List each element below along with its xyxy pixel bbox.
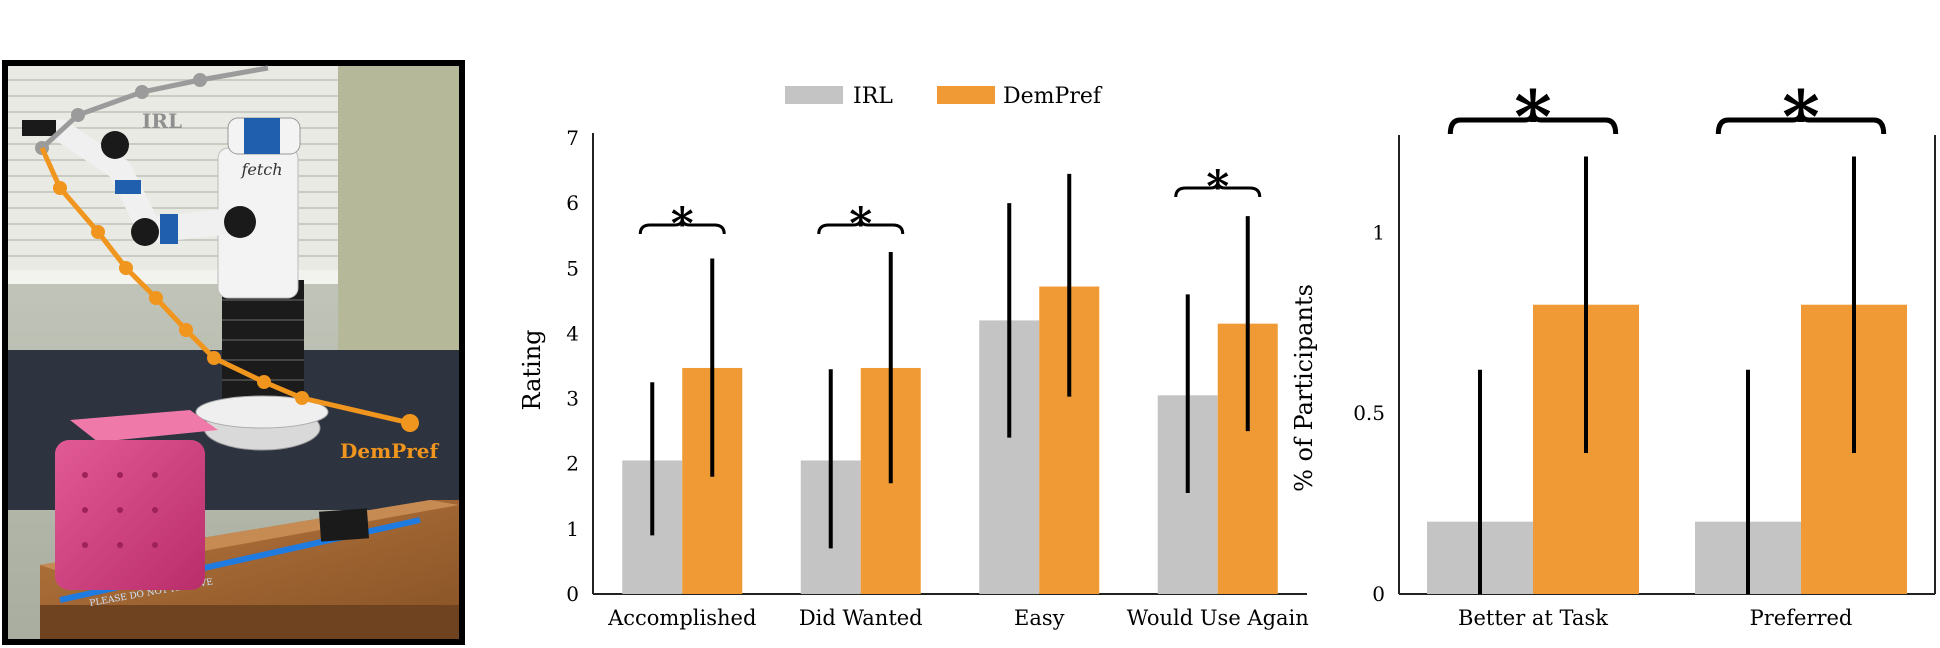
legend: IRL DemPref [785,84,1103,109]
x-tick-label: Accomplished [607,606,756,630]
y-tick-label: 0 [566,582,579,606]
y-tick-label: 0.5 [1353,401,1385,425]
x-tick-label: Would Use Again [1127,606,1309,630]
x-tick-label: Preferred [1750,606,1853,630]
significance-star: * [849,199,872,250]
chart1-significance: * * * [638,162,1262,250]
legend-swatch-irl [785,86,843,104]
x-tick-label: Easy [1014,606,1065,630]
significance-brace [817,218,905,235]
y-tick-label: 5 [566,256,579,280]
significance-brace [1715,110,1887,135]
y-tick-label: 0 [1372,582,1385,606]
rating-chart: Rating * * * 0 1 2 3 4 5 6 7 Accomplished Did Wante… [518,126,1309,630]
robot-logo: fetch [240,160,282,179]
significance-star: * [1514,74,1552,159]
significance-star: * [671,199,694,250]
legend-swatch-dempref [937,86,995,104]
chart1-tick-labels: 0 1 2 3 4 5 6 7 Accomplished Did Wanted Easy Would … [566,126,1309,630]
dempref-photo-label: DemPref [340,439,440,463]
significance-brace [1174,181,1262,198]
chart1-errorbars [650,173,1250,549]
significance-star: * [1782,74,1820,159]
x-tick-label: Better at Task [1458,606,1608,630]
chart2-bars [1427,304,1907,594]
robot: fetch [22,117,329,451]
dempref-trajectory: DemPref [39,146,440,463]
y-tick-label: 6 [566,191,579,215]
chart2-significance: * * [1447,74,1887,159]
pink-cube [55,410,218,590]
irl-photo-label: IRL [142,109,182,133]
y-tick-label: 1 [566,517,579,541]
chart1-bars [622,286,1278,594]
significance-brace [1447,110,1619,135]
chart1-ylabel: Rating [518,329,546,410]
x-tick-label: Did Wanted [799,606,923,630]
legend-label-irl: IRL [853,84,893,109]
chart2-errorbars [1478,156,1856,594]
y-tick-label: 4 [566,321,579,345]
chart2-tick-labels: 0 0.5 1 Better at Task Preferred [1353,220,1852,630]
y-tick-label: 7 [566,126,579,150]
irl-trajectory: IRL [35,65,269,155]
y-tick-label: 3 [566,387,579,411]
y-tick-label: 1 [1372,220,1385,244]
legend-label-dempref: DemPref [1003,84,1103,109]
robot-photo: fetch PLEASE DO NOT REMOVE [2,60,465,645]
significance-brace [638,218,726,235]
y-tick-label: 2 [566,452,579,476]
significance-star: * [1206,162,1229,213]
chart2-ylabel: % of Participants [1290,284,1318,492]
